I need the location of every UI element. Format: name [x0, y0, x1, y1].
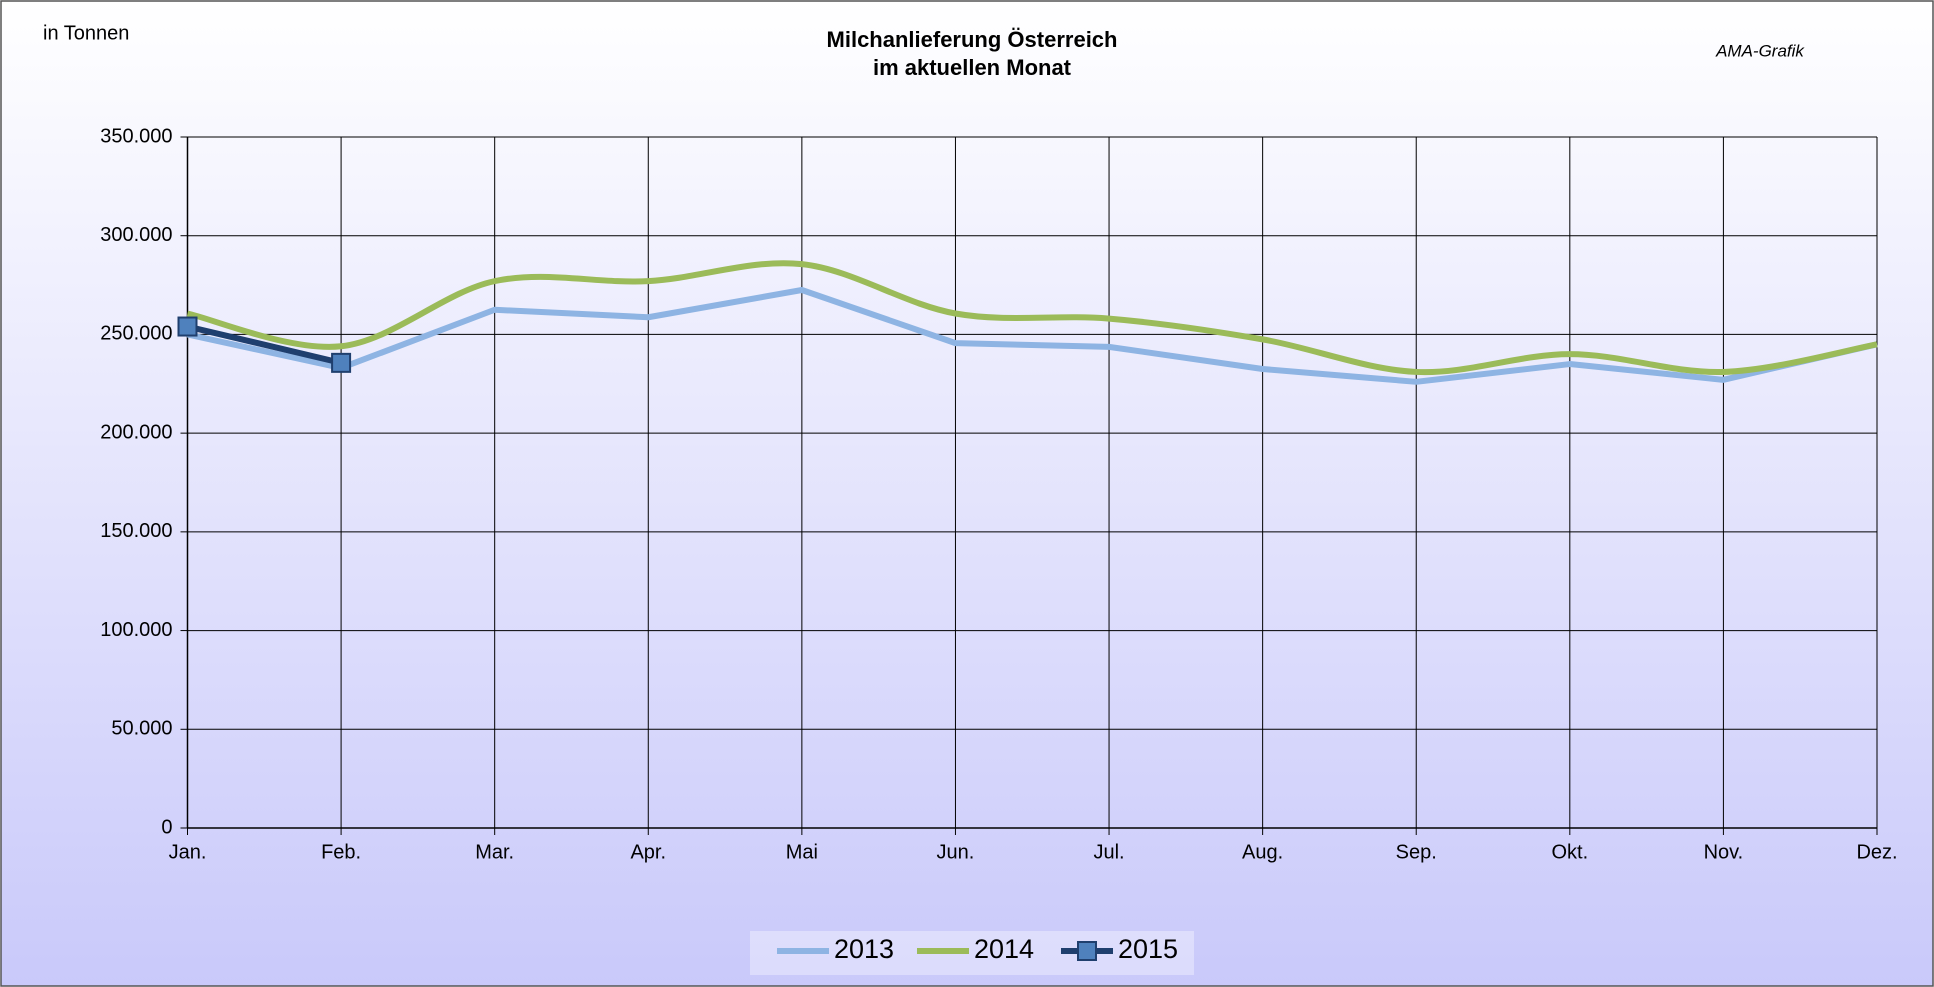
- y-axis-label: in Tonnen: [43, 22, 129, 44]
- y-tick-label: 300.000: [100, 224, 172, 246]
- chart-title: im aktuellen Monat: [873, 55, 1072, 80]
- x-tick-label: Jan.: [169, 841, 207, 863]
- legend-label: 2015: [1118, 934, 1178, 964]
- x-tick-label: Jul.: [1093, 841, 1124, 863]
- x-tick-label: Apr.: [630, 841, 666, 863]
- line-series: [186, 260, 1878, 376]
- y-tick-label: 150.000: [100, 520, 172, 542]
- x-tick-label: Aug.: [1242, 841, 1283, 863]
- x-tick-label: Mar.: [475, 841, 514, 863]
- chart-title: Milchanlieferung Österreich: [827, 27, 1118, 52]
- x-tick-label: Jun.: [937, 841, 975, 863]
- y-tick-label: 200.000: [100, 421, 172, 443]
- legend-marker: [1077, 941, 1097, 961]
- line-series: [186, 287, 1878, 385]
- x-tick-label: Sep.: [1396, 841, 1437, 863]
- x-tick-label: Nov.: [1704, 841, 1744, 863]
- marker: [331, 352, 352, 373]
- x-tick-label: Okt.: [1551, 841, 1588, 863]
- x-tick-label: Dez.: [1856, 841, 1897, 863]
- line-series: [186, 323, 342, 366]
- y-tick-label: 350.000: [100, 125, 172, 147]
- x-tick-label: Feb.: [321, 841, 361, 863]
- legend-label: 2014: [974, 934, 1034, 964]
- y-tick-label: 50.000: [111, 718, 172, 740]
- marker: [177, 316, 198, 337]
- legend-label: 2013: [834, 934, 894, 964]
- y-tick-label: 0: [161, 816, 172, 838]
- y-tick-label: 100.000: [100, 619, 172, 641]
- y-tick-label: 250.000: [100, 323, 172, 345]
- annotation: AMA-Grafik: [1715, 41, 1805, 60]
- x-tick-label: Mai: [786, 841, 818, 863]
